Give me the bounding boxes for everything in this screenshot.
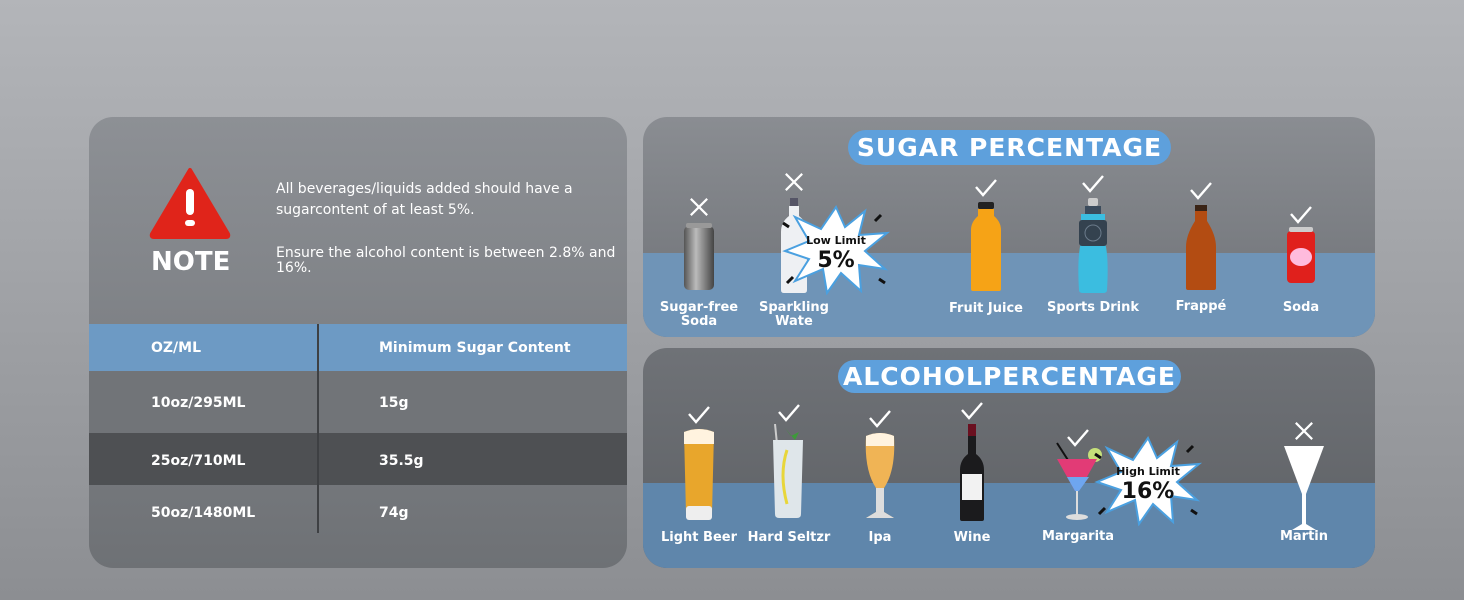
sugar-note-text: All beverages/liquids added should have … <box>276 181 573 218</box>
drink-label: Ipa <box>868 530 892 545</box>
seltzer-glass-icon <box>739 423 839 524</box>
table-row: 10oz/295ML 15g <box>89 371 627 433</box>
note-title: NOTE <box>151 247 231 277</box>
sugar-percentage-panel: SUGAR PERCENTAGE Sugar-free Soda Sparklin… <box>643 117 1375 337</box>
table-row: 50oz/1480ML 74g <box>89 485 627 537</box>
drink-label: Hard Seltzr <box>747 530 831 545</box>
cross-icon <box>687 197 711 217</box>
limit-starburst: High Limit 16% <box>1093 434 1203 527</box>
cell-sugar: 74g <box>379 505 409 521</box>
sports-bottle-icon <box>1043 198 1143 298</box>
limit-label: High Limit <box>1116 465 1180 478</box>
alcohol-title: ALCOHOLPERCENTAGE <box>838 360 1181 393</box>
check-icon <box>687 405 711 425</box>
check-icon <box>1081 174 1105 194</box>
cell-size: 50oz/1480ML <box>151 505 256 521</box>
alcohol-note-text: Ensure the alcohol content is between 2.… <box>276 245 616 276</box>
ipa-glass-icon <box>830 430 930 526</box>
drink-label: Martin <box>1279 529 1329 544</box>
drink-label: Soda <box>1282 300 1320 315</box>
red-can-icon <box>1251 227 1351 289</box>
check-icon <box>974 178 998 198</box>
table-header: OZ/ML Minimum Sugar Content <box>89 324 627 371</box>
column-header: OZ/ML <box>151 340 202 356</box>
limit-value: 5% <box>817 248 855 273</box>
cross-icon <box>1292 421 1316 441</box>
limit-starburst: Low Limit 5% <box>781 203 891 296</box>
limit-label: Low Limit <box>806 234 866 247</box>
wine-bottle-icon <box>922 424 1022 526</box>
brown-bottle-icon <box>1151 205 1251 295</box>
martini-glass-icon <box>1254 444 1354 538</box>
cell-size: 25oz/710ML <box>151 453 246 469</box>
cell-sugar: 35.5g <box>379 453 424 469</box>
warning-triangle-icon <box>149 168 231 239</box>
beer-glass-icon <box>649 428 749 526</box>
check-icon <box>868 409 892 429</box>
sugar-title: SUGAR PERCENTAGE <box>848 130 1171 165</box>
cell-sugar: 15g <box>379 395 409 411</box>
check-icon <box>1189 181 1213 201</box>
note-card: NOTE All beverages/liquids added should … <box>89 117 627 568</box>
drink-label: Fruit Juice <box>949 301 1023 316</box>
band <box>643 253 1375 337</box>
drink-label: Sparkling Wate <box>759 300 829 329</box>
check-icon <box>1289 205 1313 225</box>
drink-label: Sports Drink <box>1046 300 1140 315</box>
juice-bottle-icon <box>936 202 1036 296</box>
cell-size: 10oz/295ML <box>151 395 246 411</box>
drink-label: Margarita <box>1041 529 1115 544</box>
drink-label: Light Beer <box>661 530 737 545</box>
check-icon <box>1066 428 1090 448</box>
check-icon <box>777 403 801 423</box>
drink-label: Wine <box>953 530 991 545</box>
table-row: 25oz/710ML 35.5g <box>89 433 627 485</box>
band <box>643 483 1375 568</box>
drink-label: Sugar-free Soda <box>659 300 739 329</box>
check-icon <box>960 401 984 421</box>
column-divider <box>317 324 319 533</box>
cross-icon <box>782 172 806 192</box>
column-header: Minimum Sugar Content <box>379 340 571 356</box>
cocktail-glass-icon <box>1028 441 1128 525</box>
alcohol-percentage-panel: ALCOHOLPERCENTAGE Light Beer Hard Seltzr I… <box>643 348 1375 568</box>
limit-value: 16% <box>1121 479 1175 504</box>
drink-label: Frappé <box>1175 299 1227 314</box>
silver-can-icon <box>649 222 749 296</box>
